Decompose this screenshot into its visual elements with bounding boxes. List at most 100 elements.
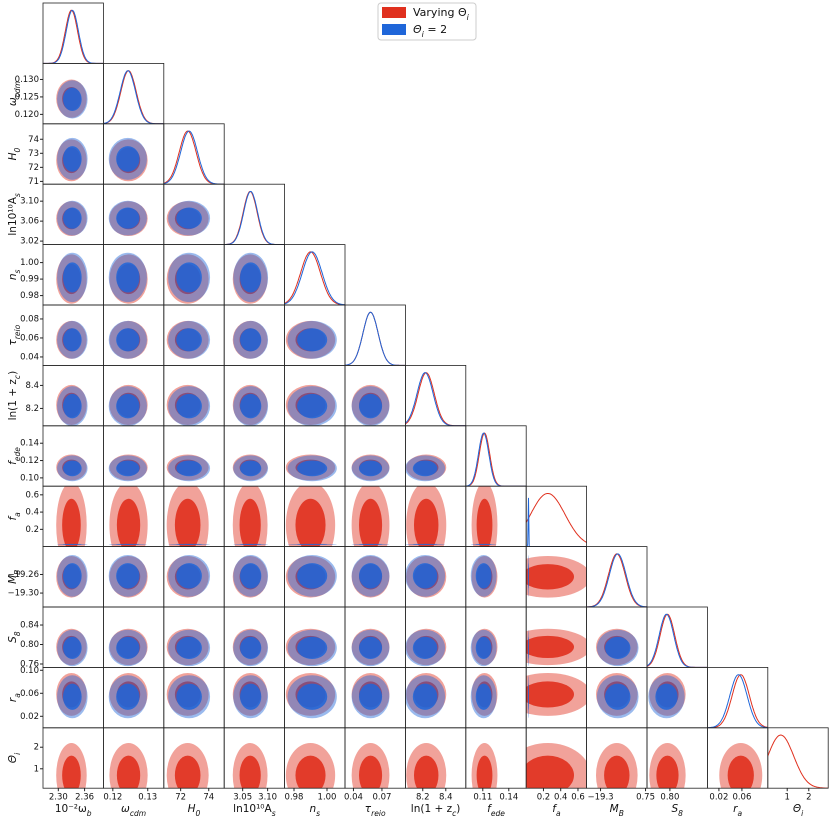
label-subscript: cdm (130, 809, 146, 818)
contour-1sigma (526, 635, 574, 659)
legend-label: Θi = 2 (413, 23, 447, 39)
contour-1sigma (240, 636, 262, 660)
panel-frame (103, 63, 165, 125)
y-axis-label: Θi (7, 752, 22, 763)
panel (470, 555, 498, 598)
label-text: H (188, 803, 196, 815)
contour-1sigma (176, 328, 202, 352)
x-tick-label: 1.00 (318, 793, 337, 803)
contour-1sigma (116, 146, 140, 172)
label-text: ln10¹⁰A (7, 196, 19, 235)
label-text: ln(1 + z (7, 379, 19, 421)
panel (56, 628, 88, 667)
contour-1sigma (116, 393, 140, 419)
contour-1sigma (526, 564, 574, 590)
label-text: 10⁻²ω (55, 803, 87, 815)
label-text: ln10¹⁰A (233, 803, 272, 815)
y-tick-label: 0.130 (15, 75, 39, 85)
label-text: Θ (793, 803, 802, 815)
label-subscript: b (87, 809, 92, 818)
y-tick-label: 0.84 (20, 621, 39, 631)
x-tick-label: 2.36 (75, 793, 94, 803)
contour-1sigma (605, 683, 631, 710)
label-text: Θ (7, 754, 19, 763)
panel (232, 454, 269, 482)
contour-1sigma (63, 87, 82, 112)
panel (285, 743, 336, 789)
y-tick-label: −19.30 (8, 589, 39, 599)
density-curve (224, 190, 285, 245)
panel (166, 486, 211, 547)
panel (405, 454, 447, 482)
label-subscript: B (619, 809, 624, 818)
density-curve (43, 9, 104, 64)
x-tick-label: 0.80 (660, 793, 679, 803)
label-subscript: 8 (13, 631, 22, 636)
y-tick-label: 3.06 (20, 217, 39, 227)
panel (351, 454, 390, 482)
y-axis-label: MB (7, 570, 22, 584)
panel (351, 672, 390, 719)
panel (465, 432, 527, 487)
contour-1sigma (297, 544, 328, 545)
contour-1sigma (239, 498, 261, 547)
contour-1sigma (526, 681, 574, 708)
x-axis-label: ns (310, 803, 321, 818)
panel (647, 613, 708, 668)
label-subscript: a (556, 809, 561, 818)
panel (285, 320, 337, 359)
panel (586, 553, 647, 607)
panel (232, 320, 269, 359)
panel (649, 743, 686, 789)
label-subscript: i (422, 30, 425, 39)
y-tick-label: 8.4 (25, 381, 39, 391)
contour-1sigma (116, 207, 140, 229)
contour-1sigma (475, 683, 492, 710)
contour-1sigma (527, 683, 529, 710)
label-text: ω (7, 97, 19, 106)
panel (166, 555, 211, 598)
label-subscript: 0 (196, 809, 201, 818)
y-tick-label: 71 (28, 177, 39, 187)
panel (405, 486, 447, 547)
panel (707, 674, 768, 728)
panel (56, 672, 88, 719)
density-curve (767, 734, 829, 789)
panel (56, 486, 88, 547)
panel (719, 743, 763, 789)
contour-1sigma (176, 207, 202, 229)
panel-frame (707, 667, 769, 729)
x-axis-label: H0 (188, 803, 201, 818)
contour-1sigma (527, 563, 529, 589)
panel (595, 672, 639, 719)
contour-1sigma (116, 544, 140, 545)
contour-1sigma (358, 636, 383, 660)
panel (166, 743, 209, 789)
panel (56, 743, 87, 789)
contour-1sigma (413, 755, 439, 789)
label-text: τ (365, 803, 372, 815)
density-curve (345, 311, 406, 366)
panel (56, 200, 88, 237)
density-curve (647, 613, 708, 668)
y-axis-label: τreio (7, 324, 22, 345)
label-subscript: c (13, 374, 22, 379)
contour-1sigma (62, 755, 81, 789)
panel (405, 555, 447, 598)
panel (163, 130, 225, 185)
y-tick-label: 0.125 (15, 92, 39, 102)
x-axis-label: Θi (793, 803, 804, 818)
panel (56, 252, 88, 304)
panel (56, 555, 88, 598)
panel (108, 137, 148, 182)
panel (166, 320, 211, 359)
contour-1sigma (63, 460, 82, 477)
contour-1sigma (176, 636, 202, 660)
y-axis-label: ln(1 + zc) (7, 371, 22, 421)
contour-1sigma (116, 563, 140, 589)
contour-1sigma (63, 563, 82, 589)
label-text: S (671, 803, 678, 815)
contour-1sigma (359, 755, 383, 789)
x-tick-label: 2.30 (49, 793, 68, 803)
label-subscript: i (13, 752, 22, 755)
